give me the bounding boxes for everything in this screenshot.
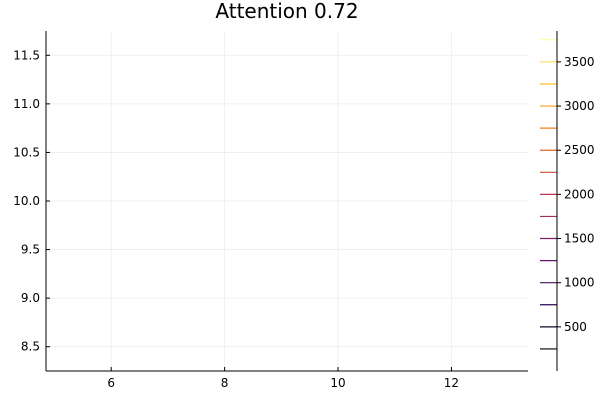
- y-tick-label: 9.0: [21, 291, 40, 305]
- chart-title: Attention 0.72: [215, 0, 358, 23]
- x-axis-ticks: 6 8 10 12: [107, 367, 459, 390]
- colorbar-tick-label: 2000: [564, 187, 595, 201]
- x-tick-label: 10: [330, 376, 345, 390]
- y-tick-label: 8.5: [21, 340, 40, 354]
- x-tick-label: 6: [107, 376, 115, 390]
- colorbar-tick-label: 1000: [564, 276, 595, 290]
- colorbar-tick-label: 2500: [564, 143, 595, 157]
- x-tick-label: 8: [221, 376, 229, 390]
- x-tick-label: 12: [444, 376, 459, 390]
- y-axis-ticks: 8.5 9.0 9.5 10.0 10.5 11.0 11.5: [13, 48, 50, 354]
- y-tick-label: 10.5: [13, 145, 40, 159]
- colorbar-tick-label: 1500: [564, 232, 595, 246]
- plot-grid: [46, 31, 528, 371]
- colorbar: 500 1000 1500 2000 2500 3000 3500: [540, 31, 595, 371]
- y-tick-label: 10.0: [13, 194, 40, 208]
- y-tick-label: 11.5: [13, 48, 40, 62]
- y-tick-label: 9.5: [21, 243, 40, 257]
- colorbar-tick-label: 3500: [564, 55, 595, 69]
- y-tick-label: 11.0: [13, 97, 40, 111]
- colorbar-tick-label: 500: [564, 320, 587, 334]
- colorbar-tick-label: 3000: [564, 99, 595, 113]
